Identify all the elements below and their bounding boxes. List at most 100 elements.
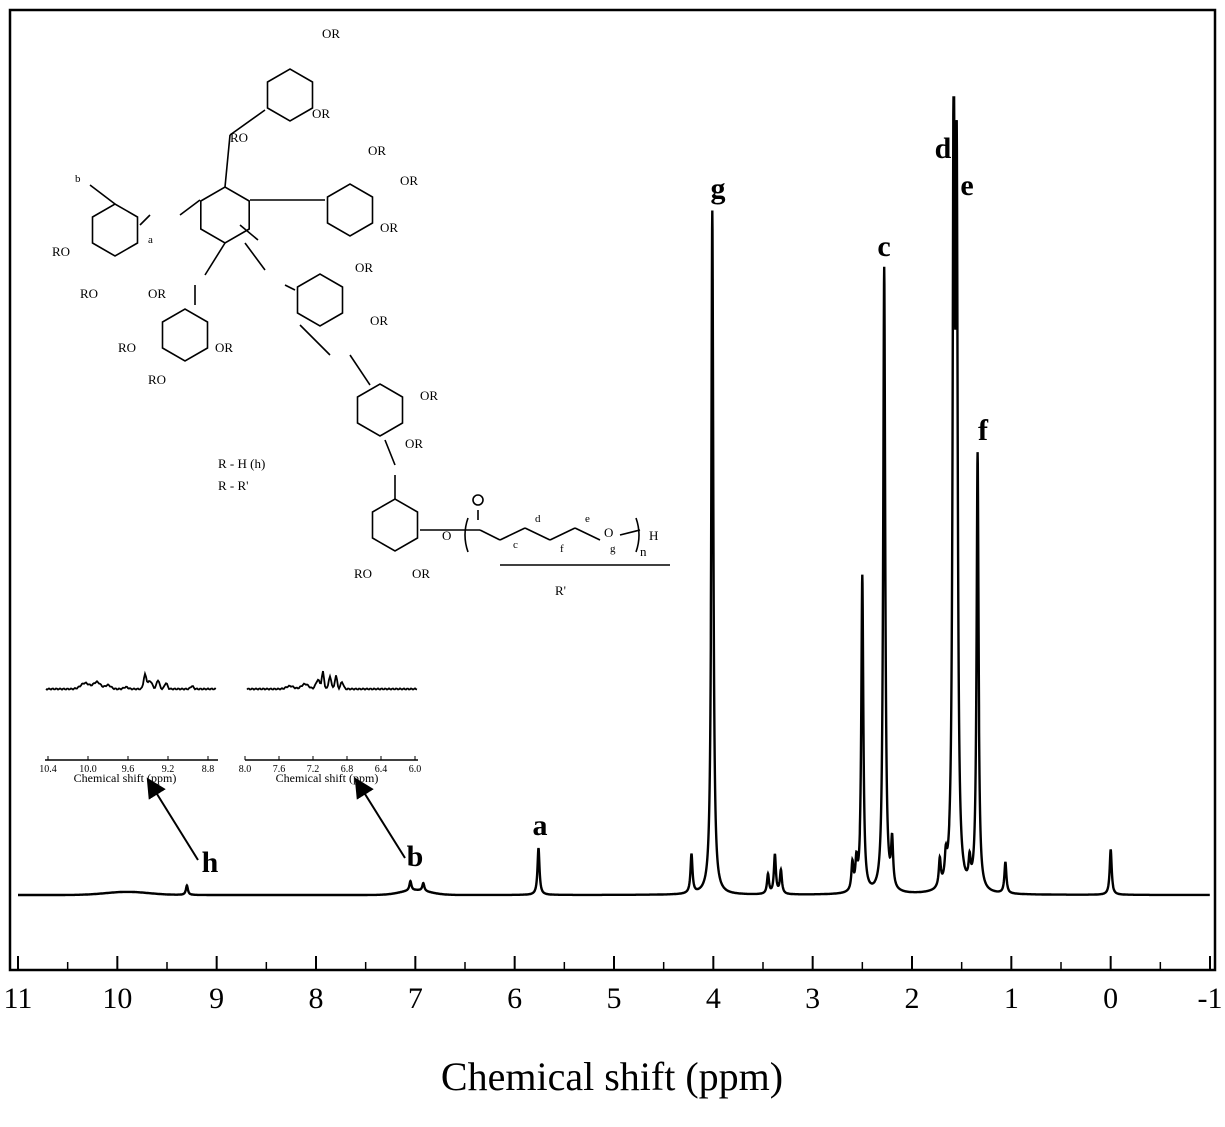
n-label: n (640, 544, 647, 559)
inset-h-ticks: 10.4 10.0 9.6 9.2 8.8 (39, 756, 214, 775)
peak-label-e: e (960, 169, 973, 202)
ro-label: RO (52, 244, 70, 259)
peak-label-f: f (978, 414, 989, 447)
peak-label-a: a (533, 809, 548, 842)
inset-tick-label: 6.4 (375, 764, 388, 775)
bond (139, 214, 151, 226)
inset-h-spectrum (45, 670, 217, 691)
x-tick-label: 7 (408, 982, 423, 1015)
inset-b-xlabel: Chemical shift (ppm) (276, 771, 379, 785)
or-label: OR (215, 340, 233, 355)
x-tick-label: 11 (4, 982, 33, 1015)
inset-tick-label: 7.6 (273, 764, 286, 775)
bond (224, 134, 231, 188)
benzene-ring (356, 383, 404, 437)
proton-f-label: f (560, 543, 564, 555)
benzene-ring (200, 186, 250, 244)
plot-frame (8, 8, 1217, 972)
benzene-ring (161, 308, 209, 362)
peak-label-d: d (935, 132, 952, 165)
benzene-ring (371, 498, 419, 552)
chemical-structure (89, 68, 670, 566)
bond (179, 199, 201, 216)
ro-label: RO (354, 566, 372, 581)
bond (229, 109, 266, 136)
inset-tick-label: 6.8 (341, 764, 354, 775)
or-label: OR (355, 260, 373, 275)
r-h-legend: R - H (h) (218, 456, 265, 471)
o-label: O (442, 528, 451, 543)
or-label: OR (420, 388, 438, 403)
bond (549, 527, 576, 541)
x-tick-label: 3 (805, 982, 820, 1015)
or-label: OR (380, 220, 398, 235)
peak-label-h: h (202, 846, 219, 879)
ro-label: RO (230, 130, 248, 145)
inset-h-xlabel: Chemical shift (ppm) (74, 771, 177, 785)
carbonyl-oxygen (472, 494, 484, 506)
repeat-unit-brackets (464, 517, 640, 553)
or-label: OR (148, 286, 166, 301)
structure-labels: OR OR RO OR OR OR RO RO OR OR OR RO OR R… (52, 26, 658, 598)
or-label: OR (405, 436, 423, 451)
proton-e-label: e (585, 513, 590, 525)
proton-b-label: b (75, 173, 81, 185)
x-tick-label: -1 (1198, 982, 1223, 1015)
x-tick-label: 4 (706, 982, 721, 1015)
r-rprime-legend: R - R' (218, 478, 249, 493)
r-prime-label: R' (555, 583, 566, 598)
bond (499, 527, 526, 541)
inset-b-spectrum (246, 670, 418, 691)
or-label: OR (370, 313, 388, 328)
proton-c-label: c (513, 539, 518, 551)
or-label: OR (322, 26, 340, 41)
peak-label-b: b (407, 840, 424, 873)
or-label: OR (412, 566, 430, 581)
ro-label: RO (80, 286, 98, 301)
inset-tick-label: 6.0 (409, 764, 422, 775)
x-tick-label: 8 (309, 982, 324, 1015)
or-label: OR (368, 143, 386, 158)
x-tick-label: 5 (607, 982, 622, 1015)
bond (284, 284, 296, 291)
x-axis-label: Chemical shift (ppm) (441, 1054, 783, 1099)
inset-tick-label: 9.6 (122, 764, 135, 775)
bond (349, 354, 371, 386)
inset-tick-label: 7.2 (307, 764, 320, 775)
benzene-ring (326, 183, 374, 237)
x-tick-label: 2 (905, 982, 920, 1015)
ro-label: RO (118, 340, 136, 355)
bond (479, 529, 501, 541)
x-tick-label: 1 (1004, 982, 1019, 1015)
peak-label-c: c (877, 230, 890, 263)
benzene-ring (91, 203, 139, 257)
ro-label: RO (148, 372, 166, 387)
bond (244, 242, 266, 271)
inset-b: 8.0 7.6 7.2 6.8 6.4 6.0 Chemical shift (ppm) (239, 670, 422, 785)
inset-tick-label: 10.0 (79, 764, 97, 775)
peak-label-g: g (711, 172, 726, 205)
spectrum-line (18, 96, 1210, 897)
bond (89, 184, 116, 205)
inset-tick-label: 8.8 (202, 764, 215, 775)
bond (204, 242, 226, 276)
bond (239, 224, 259, 241)
bond (299, 324, 331, 356)
proton-g-label: g (610, 543, 616, 555)
or-label: OR (400, 173, 418, 188)
inset-tick-label: 10.4 (39, 764, 57, 775)
inset-h: 10.4 10.0 9.6 9.2 8.8 Chemical shift (ppm) (39, 670, 218, 785)
x-tick-label: 0 (1103, 982, 1118, 1015)
benzene-ring (266, 68, 314, 122)
benzene-ring (296, 273, 344, 327)
bond (619, 529, 641, 536)
x-tick-label: 6 (507, 982, 522, 1015)
or-label: OR (312, 106, 330, 121)
proton-a-label: a (148, 234, 153, 246)
inset-tick-label: 9.2 (162, 764, 175, 775)
h-end-label: H (649, 528, 658, 543)
x-tick-label: 10 (102, 982, 132, 1015)
proton-d-label: d (535, 513, 541, 525)
